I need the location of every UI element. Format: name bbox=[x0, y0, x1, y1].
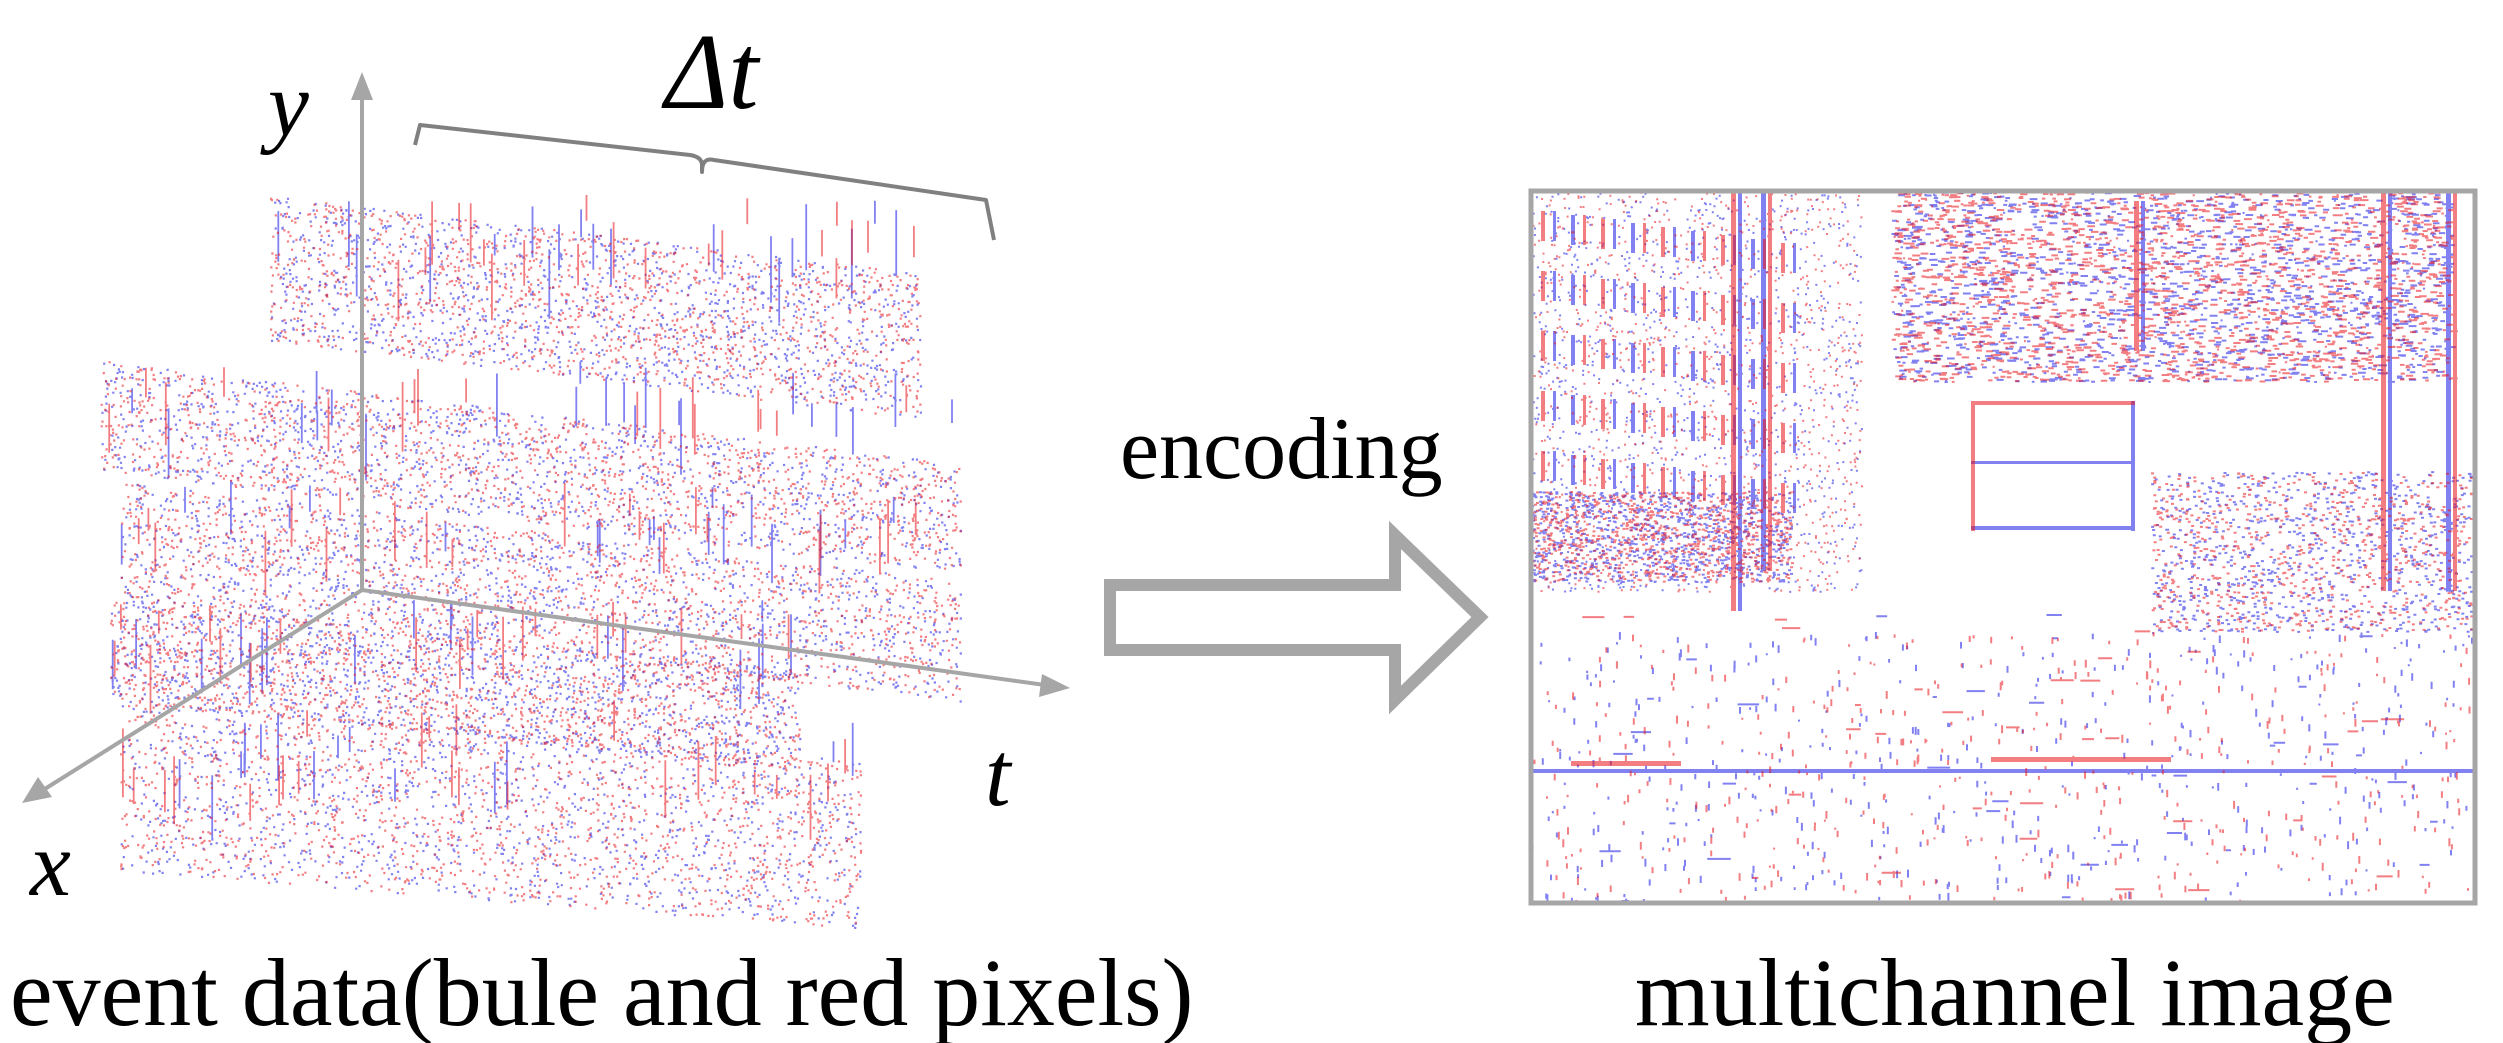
image-frame bbox=[1528, 188, 2478, 906]
axes bbox=[22, 72, 1070, 803]
encoded-event-frame bbox=[1531, 191, 2475, 903]
t-axis-line bbox=[361, 588, 1046, 687]
multichannel-image-caption: multichannel image bbox=[1635, 939, 2395, 1043]
time-window-bracket bbox=[413, 123, 996, 241]
event-volume: y x t Δt bbox=[22, 13, 1070, 929]
negative-events bbox=[1531, 191, 2475, 903]
positive-events bbox=[1531, 191, 2474, 903]
x-axis-arrowhead bbox=[22, 777, 52, 803]
y-axis-arrowhead bbox=[351, 72, 373, 100]
x-axis-label: x bbox=[28, 813, 71, 915]
positive-events bbox=[100, 195, 963, 927]
negative-events bbox=[101, 197, 963, 929]
multichannel-image bbox=[1528, 188, 2478, 906]
t-axis-arrowhead bbox=[1039, 674, 1070, 697]
x-axis-line bbox=[38, 588, 364, 794]
y-axis-label: y bbox=[260, 53, 309, 155]
time-window-label: Δt bbox=[661, 13, 761, 132]
event-point-cloud bbox=[100, 195, 963, 929]
encoding-arrow: encoding bbox=[1104, 401, 1489, 715]
event-data-caption: event data(bule and red pixels) bbox=[10, 939, 1194, 1043]
t-axis-label: t bbox=[985, 723, 1013, 825]
encoding-label: encoding bbox=[1120, 401, 1443, 498]
hollow-arrow-icon bbox=[1104, 520, 1489, 715]
